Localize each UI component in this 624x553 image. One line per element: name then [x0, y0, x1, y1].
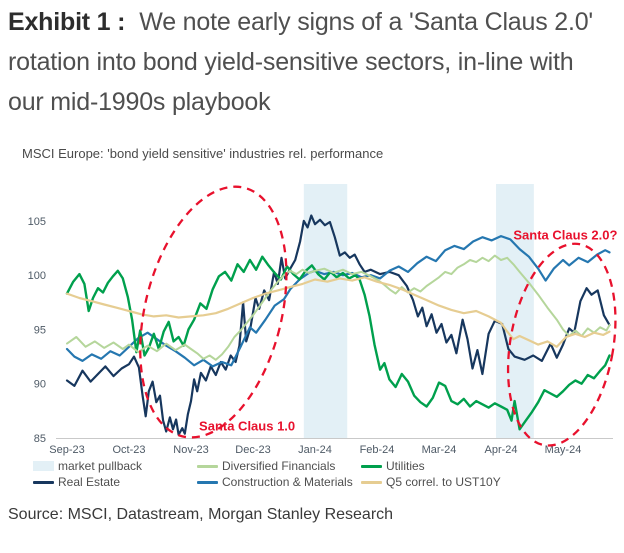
market-pullback-band: [496, 184, 534, 438]
source-line: Source: MSCI, Datastream, Morgan Stanley…: [8, 506, 394, 523]
legend-label: Diversified Financials: [222, 459, 336, 473]
legend-swatch: [197, 464, 218, 468]
santa-claus-1-label: Santa Claus 1.0: [199, 418, 295, 433]
y-axis-tick-label: 105: [28, 216, 46, 228]
series-construction-materials: [65, 234, 611, 368]
legend-swatch: [33, 480, 54, 484]
y-axis-tick-label: 100: [28, 270, 46, 282]
santa-claus-2-ellipse: [506, 242, 617, 447]
series-q5-correl-to-ust10y: [65, 276, 611, 348]
x-axis-tick-label: Sep-23: [49, 444, 84, 456]
x-axis-tick-label: Feb-24: [360, 444, 395, 456]
legend-item-diversified-financials: Diversified Financials: [197, 459, 335, 473]
x-axis-tick-label: May-24: [545, 444, 582, 456]
legend-label: Construction & Materials: [222, 475, 353, 489]
santa-claus-2-label: Santa Claus 2.0?: [513, 227, 617, 242]
legend-swatch: [197, 480, 218, 484]
legend-item-construction-materials: Construction & Materials: [197, 475, 353, 489]
legend-label: Real Estate: [58, 475, 121, 489]
x-axis-tick-label: Dec-23: [235, 444, 270, 456]
santa-claus-1-ellipse: [139, 185, 288, 439]
x-axis-tick-label: Jan-24: [298, 444, 332, 456]
exhibit-number: Exhibit 1 :: [8, 8, 126, 36]
legend-item-utilities: Utilities: [361, 459, 425, 473]
legend-label: Q5 correl. to UST10Y: [386, 475, 501, 489]
y-axis-tick-label: 95: [34, 324, 46, 336]
x-axis-tick-label: Apr-24: [484, 444, 517, 456]
legend-swatch: [361, 464, 382, 468]
legend-item-market-pullback: market pullback: [33, 459, 142, 473]
legend-item-q5-correl-to-ust10y: Q5 correl. to UST10Y: [361, 475, 501, 489]
series-diversified-financials: [66, 254, 611, 361]
y-axis-tick-label: 85: [34, 433, 46, 445]
legend-item-real-estate: Real Estate: [33, 475, 120, 489]
legend-swatch: [33, 461, 54, 471]
legend-label: Utilities: [386, 459, 425, 473]
series-real-estate: [65, 214, 611, 436]
legend-label: market pullback: [58, 459, 143, 473]
x-axis-tick-label: Mar-24: [422, 444, 457, 456]
exhibit-title-text: We note early signs of a 'Santa Claus 2.…: [8, 8, 593, 116]
chart-legend: market pullback Diversified Financials Uti…: [0, 459, 624, 497]
legend-swatch: [361, 480, 382, 484]
exhibit-title: Exhibit 1 : We note early signs of a 'San…: [8, 2, 596, 122]
y-axis-tick-label: 90: [34, 379, 46, 391]
market-pullback-band: [303, 184, 348, 438]
chart-subtitle: MSCI Europe: 'bond yield sensitive' indu…: [22, 146, 384, 161]
x-axis-tick-label: Oct-23: [112, 444, 145, 456]
x-axis-tick-label: Nov-23: [173, 444, 208, 456]
